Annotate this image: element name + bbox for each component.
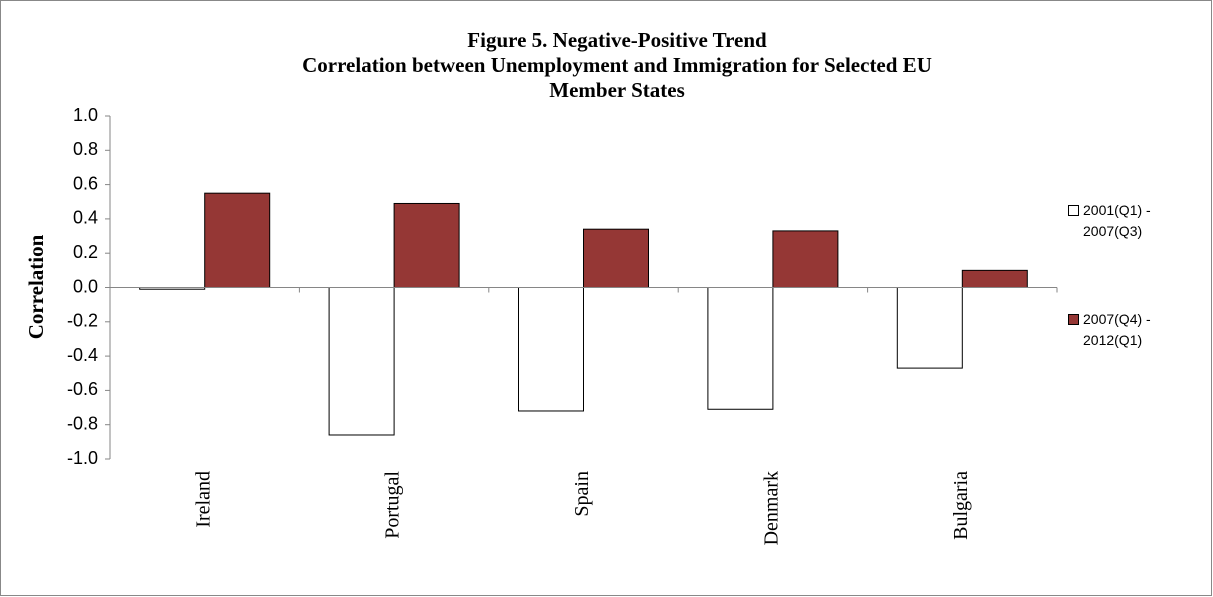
bar [707, 287, 774, 410]
y-tick-label: -0.8 [67, 413, 98, 433]
chart-title: Member States [549, 78, 685, 102]
x-tick-label: Ireland [192, 471, 214, 528]
legend-swatch [1068, 314, 1079, 325]
bar [772, 230, 839, 288]
y-tick-label: 0.4 [73, 208, 98, 228]
y-tick-label: -1.0 [67, 448, 98, 468]
x-tick-label: Denmark [760, 471, 782, 545]
legend-item: 2007(Q4) - 2012(Q1) [1068, 309, 1173, 351]
x-tick-label: Spain [571, 471, 593, 517]
y-tick-label: -0.2 [67, 311, 98, 331]
legend-label: 2007(Q4) - 2012(Q1) [1083, 311, 1151, 348]
y-tick-label: -0.6 [67, 379, 98, 399]
y-tick-label: 0.0 [73, 276, 98, 296]
bar [328, 287, 395, 436]
chart-title: Figure 5. Negative-Positive Trend [467, 28, 767, 52]
bar [518, 287, 584, 412]
bar [961, 269, 1028, 289]
legend-label: 2001(Q1) - 2007(Q3) [1083, 202, 1151, 239]
y-tick-label: -0.4 [67, 345, 98, 365]
chart-title: Correlation between Unemployment and Imm… [302, 53, 932, 77]
bar [204, 192, 271, 288]
y-axis-label: Correlation [24, 234, 48, 339]
x-tick-label: Portugal [382, 471, 404, 539]
x-tick-label: Bulgaria [950, 471, 972, 540]
legend-swatch [1068, 205, 1079, 216]
y-tick-label: 1.0 [73, 105, 98, 125]
y-tick-label: 0.6 [73, 173, 98, 193]
y-tick-label: 0.2 [73, 242, 98, 262]
bar [583, 228, 649, 289]
bar [393, 202, 460, 288]
legend-item: 2001(Q1) - 2007(Q3) [1068, 200, 1173, 242]
bar [896, 287, 963, 369]
y-tick-label: 0.8 [73, 139, 98, 159]
